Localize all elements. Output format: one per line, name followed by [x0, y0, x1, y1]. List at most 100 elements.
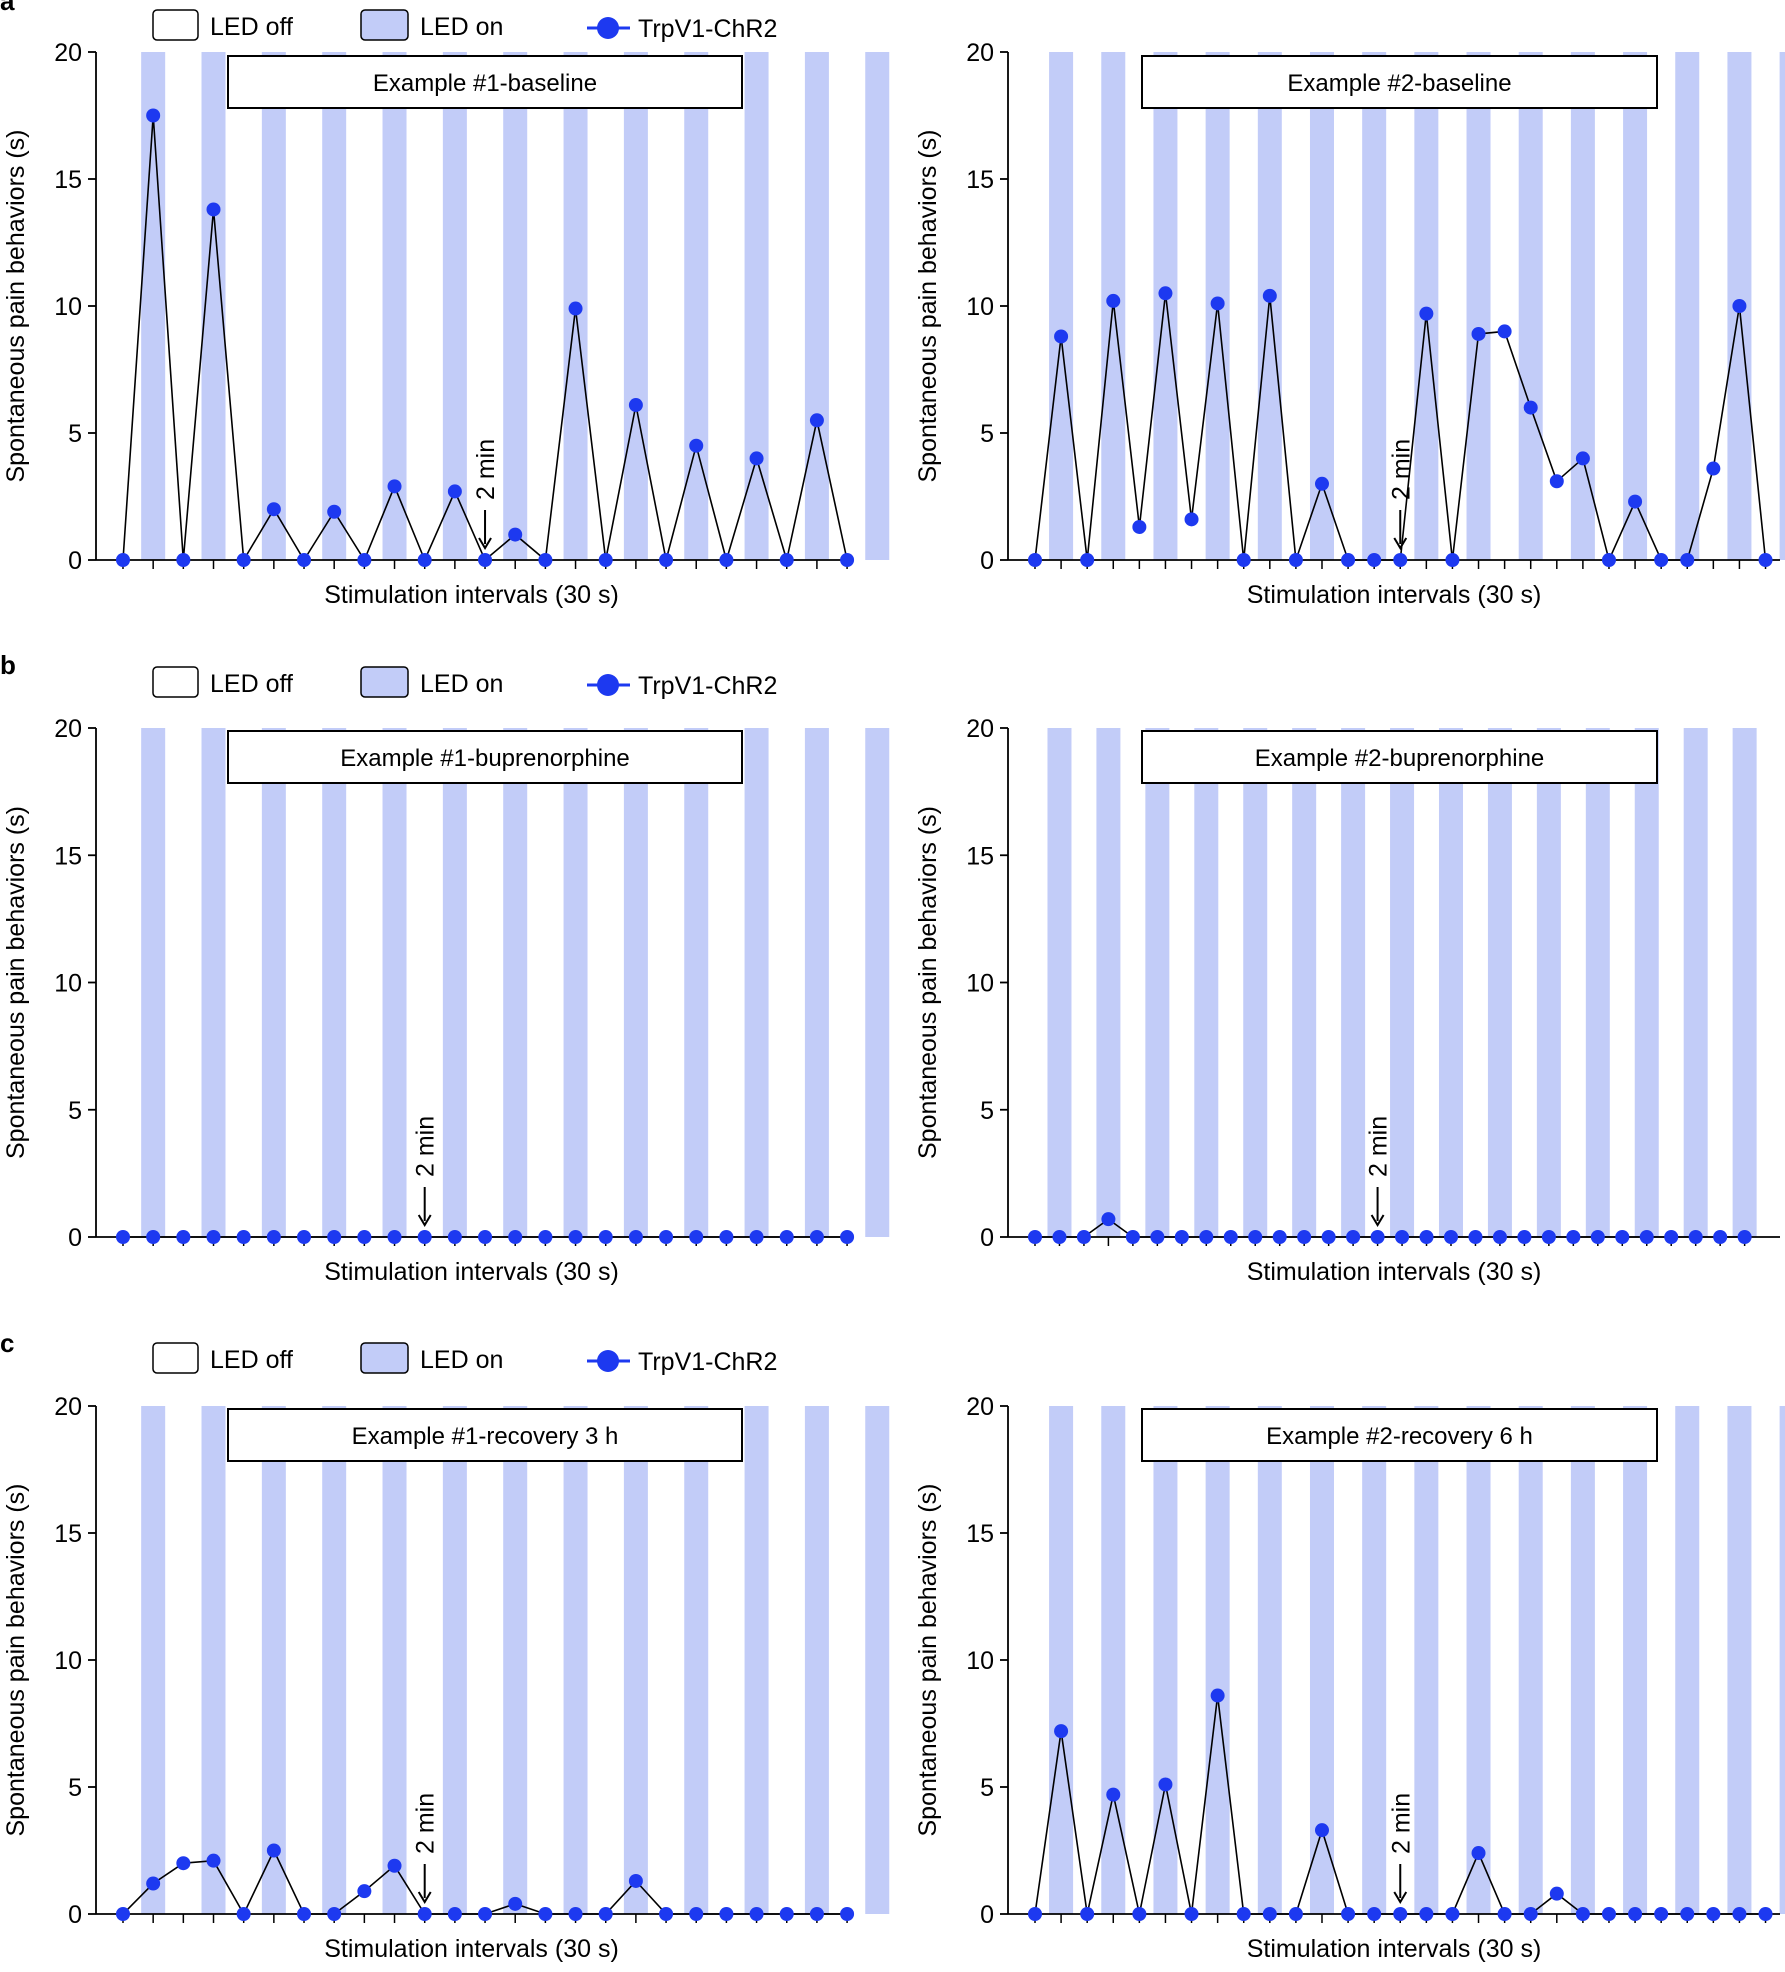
y-tick-label: 10 [54, 293, 82, 321]
data-point [1028, 1907, 1042, 1921]
y-tick-label: 5 [68, 1097, 82, 1125]
y-tick-label: 20 [54, 39, 82, 67]
data-point [779, 1230, 794, 1244]
data-point [1688, 1230, 1703, 1244]
data-point [1737, 1230, 1752, 1244]
data-point [266, 1230, 281, 1244]
data-point [478, 1907, 493, 1921]
annotation-arrowhead [1393, 537, 1408, 550]
led-on-bar [744, 52, 769, 560]
legend-b: LED off LED on TrpV1-ChR2 [152, 666, 777, 700]
annotation-arrowhead [417, 1891, 432, 1904]
chart-title: Example #1-recovery 3 h [352, 1423, 619, 1450]
data-point [1443, 1230, 1458, 1244]
chart-title: Example #1-baseline [373, 70, 597, 97]
y-axis-title: Spontaneous pain behaviors (s) [2, 806, 30, 1159]
annotation-label: 2 min [412, 1793, 440, 1854]
legend-swatch-led-off [152, 1342, 199, 1374]
led-on-bar [1205, 1406, 1230, 1914]
data-point [1680, 1907, 1695, 1921]
led-on-bar [141, 728, 166, 1237]
data-point [1445, 553, 1460, 567]
led-on-bar [141, 1406, 166, 1914]
data-point [1468, 1230, 1483, 1244]
led-on-bar [1536, 728, 1561, 1237]
x-axis-title: Stimulation intervals (30 s) [1247, 1935, 1542, 1963]
led-on-bar [1675, 52, 1700, 560]
x-axis-title: Stimulation intervals (30 s) [324, 1258, 619, 1286]
led-on-bar [804, 728, 829, 1237]
data-point [1210, 296, 1225, 311]
data-point [538, 1230, 553, 1244]
y-tick-label: 20 [966, 1393, 994, 1421]
data-point [1549, 1886, 1564, 1901]
data-point [598, 1907, 613, 1921]
panel-letter-a: a [0, 0, 15, 16]
y-tick-label: 20 [966, 39, 994, 67]
data-point [1601, 1907, 1616, 1921]
led-on-bar [261, 52, 286, 560]
led-on-bar [442, 52, 467, 560]
led-on-bar [382, 1406, 407, 1914]
x-axis-title: Stimulation intervals (30 s) [324, 581, 619, 609]
y-tick-label: 15 [54, 1520, 82, 1548]
y-tick-label: 10 [966, 970, 994, 998]
led-on-bar [322, 728, 347, 1237]
data-point [417, 553, 432, 567]
data-point [1210, 1688, 1225, 1703]
led-on-bar [1390, 728, 1415, 1237]
data-point [1236, 1907, 1251, 1921]
data-point [719, 553, 734, 567]
data-point [719, 1230, 734, 1244]
data-point [327, 504, 342, 519]
legend-label-led-off: LED off [210, 13, 293, 41]
y-tick-label: 5 [980, 420, 994, 448]
led-on-bar [804, 52, 829, 560]
data-point [809, 1230, 824, 1244]
data-point [1628, 1907, 1643, 1921]
y-tick-label: 5 [980, 1774, 994, 1802]
data-point [1471, 326, 1486, 341]
data-point [1471, 1846, 1486, 1861]
data-point [508, 527, 523, 542]
data-point [508, 1896, 523, 1911]
led-on-bar [442, 1406, 467, 1914]
data-point [116, 1907, 130, 1921]
data-point [1601, 553, 1616, 567]
data-point [1654, 553, 1669, 567]
data-point [1706, 461, 1721, 476]
led-on-bar [503, 52, 528, 560]
data-point [1680, 553, 1695, 567]
data-point [1080, 553, 1095, 567]
chart-title: Example #2-baseline [1287, 70, 1511, 97]
led-on-bar [1049, 52, 1074, 560]
led-on-bar [804, 1406, 829, 1914]
data-point [628, 398, 643, 413]
data-point [266, 1843, 281, 1858]
led-on-bar [1518, 52, 1543, 560]
led-on-bar [1634, 728, 1659, 1237]
led-on-bar [1096, 728, 1121, 1237]
data-point [689, 1907, 704, 1921]
y-tick-label: 20 [54, 715, 82, 743]
data-point [1346, 1230, 1361, 1244]
led-on-bar [1145, 728, 1170, 1237]
led-on-bar [1487, 728, 1512, 1237]
led-on-bar [1466, 1406, 1491, 1914]
data-point [1223, 1230, 1238, 1244]
data-point [1419, 306, 1434, 321]
led-on-bar [503, 1406, 528, 1914]
led-on-bar [1779, 1406, 1785, 1914]
y-tick-label: 15 [54, 166, 82, 194]
chart-title: Example #1-buprenorphine [340, 745, 630, 772]
data-point [1758, 553, 1773, 567]
chart-title-box [1141, 1408, 1658, 1462]
chart-c-left: 0 5 10 15 20 Stimulation intervals (30 s) Spon… [2, 1393, 890, 1963]
data-point [1080, 1907, 1095, 1921]
y-tick-label: 5 [980, 1097, 994, 1125]
data-point [1199, 1230, 1214, 1244]
panel-letter-b: b [0, 650, 16, 680]
y-axis-title: Spontaneous pain behaviors (s) [914, 1483, 942, 1836]
led-on-bar [1570, 1406, 1595, 1914]
data-point [116, 1230, 130, 1244]
